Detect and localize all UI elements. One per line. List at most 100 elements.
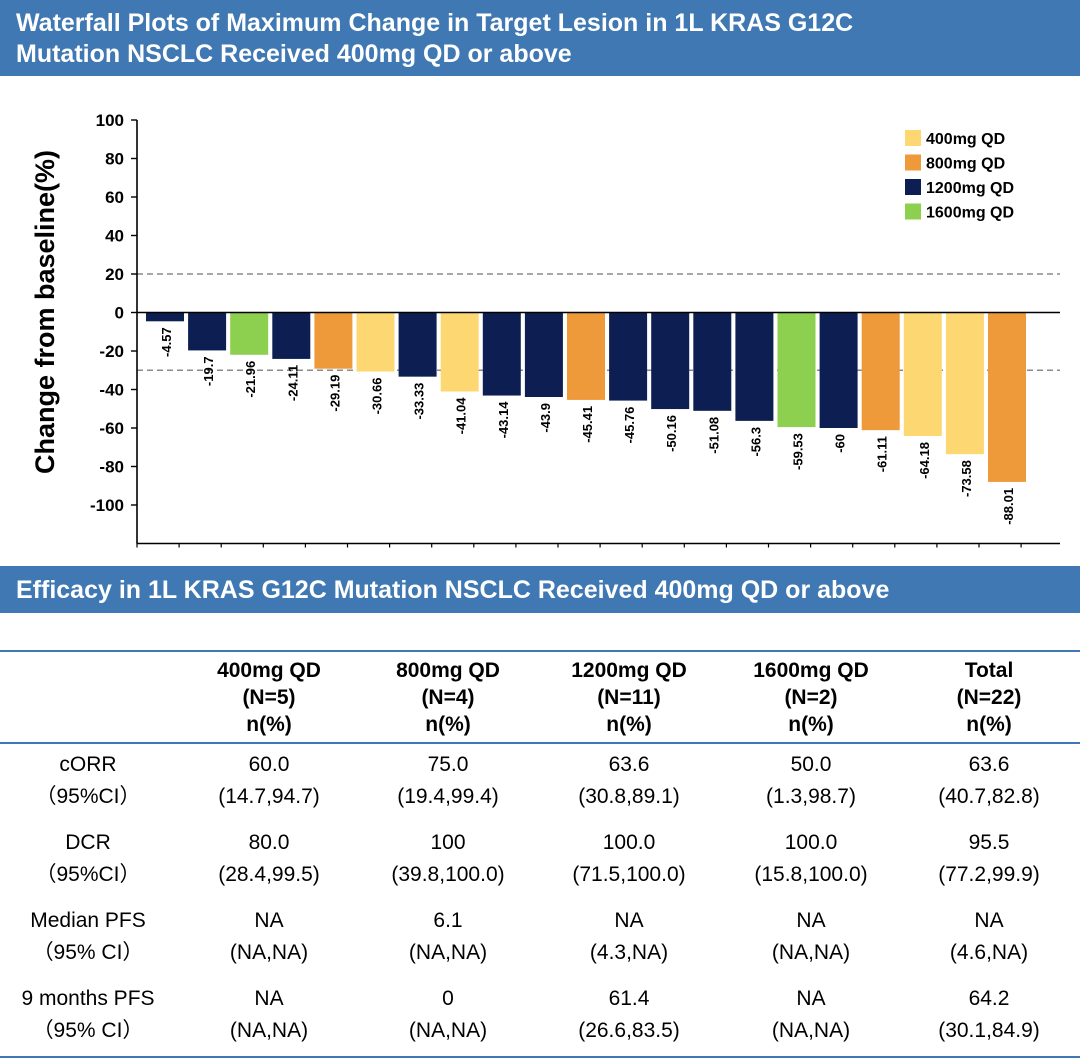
- row-label: cORR （95%CI）: [35, 753, 141, 808]
- bar: [482, 312, 521, 396]
- cell: 100.0 (71.5,100.0): [572, 831, 686, 886]
- y-tick-label: -60: [99, 419, 124, 438]
- cell: NA (NA,NA): [724, 978, 898, 1058]
- y-tick-label: -40: [99, 381, 124, 400]
- data-label: -45.41: [580, 406, 595, 443]
- legend-swatch: [905, 154, 921, 171]
- cell: NA (NA,NA): [771, 909, 851, 964]
- bar: [735, 312, 774, 421]
- efficacy-table: 400mg QD (N=5) n(%) 800mg QD (N=4) n(%) 1200…: [0, 650, 1080, 1058]
- bar: [693, 312, 732, 411]
- cell: 80.0 (28.4,99.5): [218, 831, 320, 886]
- data-label: -61.11: [875, 436, 890, 472]
- bar: [146, 312, 184, 322]
- y-tick-label: 100: [96, 111, 124, 130]
- row-label: DCR （95%CI）: [35, 831, 141, 886]
- cell: 61.4 (26.6,83.5): [534, 978, 724, 1058]
- cell: 64.2 (30.1,84.9): [898, 978, 1080, 1058]
- legend-swatch: [905, 203, 921, 220]
- y-tick-label: 60: [105, 188, 124, 207]
- data-label: -64.18: [917, 442, 932, 479]
- header-cell-empty: [0, 650, 176, 744]
- y-tick-label: -100: [90, 496, 124, 515]
- y-tick-label: -20: [99, 342, 124, 361]
- bar: [651, 312, 690, 410]
- header-800mg: 800mg QD (N=4) n(%): [362, 650, 534, 744]
- cell: 60.0 (14.7,94.7): [218, 753, 320, 808]
- bar: [272, 312, 311, 359]
- row-median-pfs: Median PFS （95% CI） NA (NA,NA) 6.1 (NA,NA) …: [0, 900, 1080, 978]
- cell: 95.5 (77.2,99.9): [938, 831, 1040, 886]
- data-label: -59.53: [791, 433, 806, 470]
- chart-title-line-1: Waterfall Plots of Maximum Change in Tar…: [16, 9, 854, 37]
- data-label: -33.33: [412, 383, 427, 420]
- bar: [398, 312, 437, 377]
- y-axis-title: Change from baseline(%): [30, 150, 60, 474]
- header-total: Total (N=22) n(%): [898, 650, 1080, 744]
- legend: 400mg QD 800mg QD 1200mg QD 1600mg QD: [905, 130, 1014, 222]
- row-dcr: DCR （95%CI） 80.0 (28.4,99.5) 100 (39.8,100.…: [0, 822, 1080, 900]
- legend-swatch: [905, 179, 921, 195]
- axes: [136, 120, 1060, 548]
- cell: 75.0 (19.4,99.4): [397, 753, 499, 808]
- data-label: -50.16: [664, 415, 679, 452]
- bar: [440, 312, 479, 392]
- cell: 100 (39.8,100.0): [391, 831, 505, 886]
- row-label: Median PFS （95% CI）: [30, 909, 146, 964]
- legend-label: 1600mg QD: [926, 205, 1014, 222]
- header-1200mg: 1200mg QD (N=11) n(%): [534, 650, 724, 744]
- table-title-banner: Efficacy in 1L KRAS G12C Mutation NSCLC …: [0, 566, 1080, 613]
- bar: [356, 312, 395, 372]
- y-tick-label: 20: [105, 265, 124, 284]
- y-tick-label: 0: [115, 304, 124, 323]
- header-1600mg: 1600mg QD (N=2) n(%): [724, 650, 898, 744]
- bar: [524, 312, 563, 398]
- cell: 0 (NA,NA): [362, 978, 534, 1058]
- table-title: Efficacy in 1L KRAS G12C Mutation NSCLC …: [16, 576, 890, 604]
- chart-title-banner: Waterfall Plots of Maximum Change in Tar…: [0, 0, 1080, 76]
- bar: [945, 312, 984, 455]
- legend-swatch: [905, 130, 921, 146]
- bar: [777, 312, 816, 428]
- cell: NA (NA,NA): [176, 978, 362, 1058]
- bar: [314, 312, 353, 369]
- bar: [230, 312, 269, 355]
- legend-label: 1200mg QD: [926, 180, 1014, 197]
- row-corr: cORR （95%CI） 60.0 (14.7,94.7) 75.0 (19.4,99…: [0, 743, 1080, 822]
- cell: NA (4.6,NA): [949, 909, 1029, 964]
- data-label: -24.11: [285, 365, 300, 401]
- legend-label: 800mg QD: [926, 156, 1005, 173]
- data-label: -60: [833, 434, 848, 453]
- bars: [146, 312, 1026, 482]
- data-label: -19.7: [201, 356, 216, 386]
- cell: 63.6 (30.8,89.1): [578, 753, 680, 808]
- cell: NA (4.3,NA): [589, 909, 669, 964]
- y-tick-label: 80: [105, 150, 124, 169]
- bar: [903, 312, 942, 437]
- data-labels: -4.57 -19.7 -21.96 -24.11 -29.19 -30.66 -33.33…: [159, 327, 1016, 524]
- header-400mg: 400mg QD (N=5) n(%): [176, 650, 362, 744]
- bar: [567, 312, 605, 400]
- data-label: -56.3: [748, 427, 763, 457]
- legend-label: 400mg QD: [926, 131, 1005, 148]
- bar: [819, 312, 858, 428]
- cell: 50.0 (1.3,98.7): [766, 753, 856, 808]
- data-label: -45.76: [622, 407, 637, 444]
- data-label: -21.96: [243, 361, 258, 398]
- bar: [609, 312, 648, 401]
- bar: [188, 312, 227, 351]
- cell: 6.1 (NA,NA): [408, 909, 488, 964]
- data-label: -43.9: [538, 403, 553, 433]
- y-tick-label: -80: [99, 458, 124, 477]
- data-label: -88.01: [1001, 488, 1016, 525]
- cell: 100.0 (15.8,100.0): [754, 831, 868, 886]
- bar: [988, 312, 1026, 482]
- row-9-months-pfs: 9 months PFS （95% CI） NA (NA,NA) 0 (NA,NA) …: [0, 978, 1080, 1058]
- waterfall-chart: 100 80 60 40 20 0 -20 -40 -60 -80 -100 -4.57 -19.7 -…: [30, 111, 1060, 548]
- cell: 63.6 (40.7,82.8): [938, 753, 1040, 808]
- data-label: -73.58: [959, 460, 974, 497]
- data-label: -43.14: [496, 401, 511, 439]
- y-tick-label: 40: [105, 227, 124, 246]
- row-label: 9 months PFS （95% CI）: [0, 978, 176, 1058]
- data-label: -4.57: [159, 327, 174, 357]
